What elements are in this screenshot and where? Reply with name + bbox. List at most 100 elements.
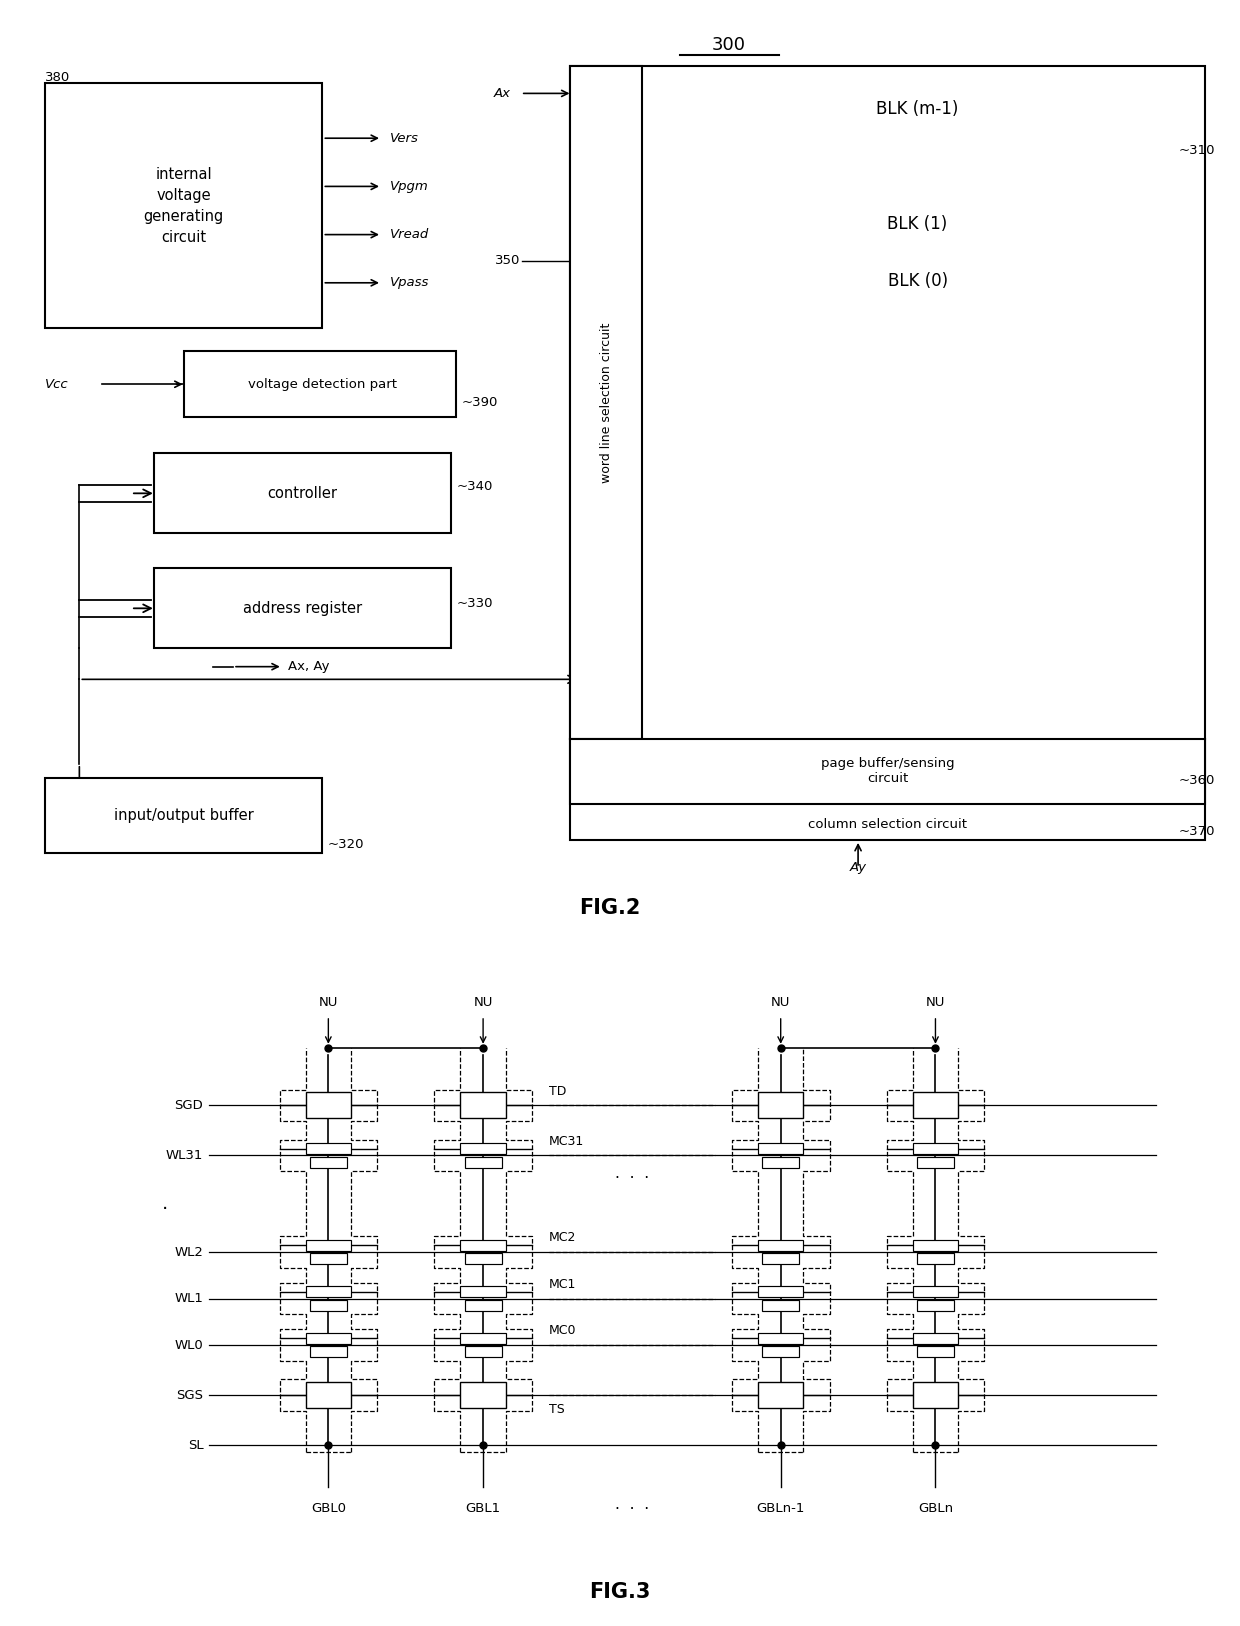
Bar <box>460 1333 506 1343</box>
Text: ~390: ~390 <box>461 395 497 408</box>
Text: MC31: MC31 <box>548 1135 584 1148</box>
Bar <box>306 1241 351 1250</box>
Text: MC2: MC2 <box>548 1231 575 1244</box>
Text: NU: NU <box>926 995 945 1008</box>
Text: GBLn-1: GBLn-1 <box>756 1502 805 1515</box>
Text: GBL0: GBL0 <box>311 1502 346 1515</box>
Text: TS: TS <box>548 1403 564 1416</box>
Text: WL2: WL2 <box>175 1246 203 1259</box>
Bar <box>465 1346 502 1358</box>
Bar <box>570 67 1205 841</box>
Bar <box>913 1143 959 1154</box>
Bar <box>306 1286 351 1298</box>
Bar <box>758 1382 804 1408</box>
Text: controller: controller <box>268 486 337 501</box>
Bar <box>758 1241 804 1250</box>
Text: .: . <box>161 1193 167 1213</box>
Text: Vers: Vers <box>389 132 419 145</box>
Bar <box>758 1333 804 1343</box>
Bar <box>916 1156 954 1167</box>
Bar <box>306 1143 351 1154</box>
Bar <box>916 1299 954 1311</box>
Bar <box>758 1143 804 1154</box>
Text: ·  ·  ·: · · · <box>615 1171 649 1187</box>
Bar <box>913 1333 959 1343</box>
Bar <box>763 1299 800 1311</box>
Bar <box>184 351 456 418</box>
Bar <box>465 1156 502 1167</box>
Text: BLK (1): BLK (1) <box>888 215 947 233</box>
Bar <box>306 1093 351 1119</box>
Text: page buffer/sensing
circuit: page buffer/sensing circuit <box>821 756 955 785</box>
Text: Vpass: Vpass <box>389 276 429 289</box>
Text: input/output buffer: input/output buffer <box>114 808 253 823</box>
Text: TD: TD <box>548 1085 565 1098</box>
Text: Vcc: Vcc <box>45 377 68 390</box>
Bar <box>913 1093 959 1119</box>
Bar <box>310 1299 347 1311</box>
Text: GBLn: GBLn <box>918 1502 954 1515</box>
Text: ~360: ~360 <box>1179 774 1215 787</box>
Bar <box>460 1382 506 1408</box>
Text: voltage detection part: voltage detection part <box>248 377 397 390</box>
Bar <box>763 1254 800 1263</box>
Text: word line selection circuit: word line selection circuit <box>600 322 613 483</box>
Text: WL1: WL1 <box>175 1293 203 1306</box>
Bar <box>45 779 322 852</box>
Text: 350: 350 <box>496 254 521 267</box>
Text: Vread: Vread <box>389 228 429 241</box>
Bar <box>460 1143 506 1154</box>
Text: SL: SL <box>187 1439 203 1452</box>
Bar <box>916 1346 954 1358</box>
Bar <box>306 1333 351 1343</box>
Text: ·  ·  ·: · · · <box>615 1502 649 1517</box>
Bar <box>306 1382 351 1408</box>
Text: Vpgm: Vpgm <box>389 180 429 193</box>
Bar <box>570 738 1205 803</box>
Bar <box>758 1093 804 1119</box>
Bar <box>763 1156 800 1167</box>
Bar <box>154 452 451 533</box>
Bar <box>465 1299 502 1311</box>
Bar <box>310 1156 347 1167</box>
Text: NU: NU <box>319 995 339 1008</box>
Text: FIG.3: FIG.3 <box>589 1582 651 1602</box>
Text: internal
voltage
generating
circuit: internal voltage generating circuit <box>144 167 223 246</box>
Text: FIG.2: FIG.2 <box>579 898 641 917</box>
Bar <box>913 1241 959 1250</box>
Text: Ax, Ay: Ax, Ay <box>288 660 329 673</box>
Bar <box>310 1254 347 1263</box>
Bar <box>460 1286 506 1298</box>
Bar <box>460 1093 506 1119</box>
Bar <box>913 1286 959 1298</box>
Bar <box>460 1241 506 1250</box>
Text: SGS: SGS <box>176 1389 203 1402</box>
Text: BLK (m-1): BLK (m-1) <box>877 99 959 117</box>
Text: 380: 380 <box>45 72 69 85</box>
Bar <box>45 83 322 328</box>
Text: GBL1: GBL1 <box>465 1502 501 1515</box>
Text: ~320: ~320 <box>327 837 363 850</box>
Bar <box>763 1346 800 1358</box>
Bar <box>310 1346 347 1358</box>
Text: Ay: Ay <box>849 862 867 875</box>
Bar <box>154 567 451 649</box>
Text: ~370: ~370 <box>1179 824 1215 837</box>
Bar <box>913 1382 959 1408</box>
Text: ~310: ~310 <box>1179 145 1215 158</box>
Text: WL31: WL31 <box>166 1150 203 1163</box>
Text: address register: address register <box>243 602 362 616</box>
Text: MC0: MC0 <box>548 1324 577 1337</box>
Text: Ax: Ax <box>494 86 511 99</box>
Text: SGD: SGD <box>175 1099 203 1112</box>
Bar <box>465 1254 502 1263</box>
Text: BLK (0): BLK (0) <box>888 272 947 289</box>
Text: ~340: ~340 <box>456 480 492 493</box>
Bar <box>570 67 642 738</box>
Bar <box>758 1286 804 1298</box>
Text: NU: NU <box>474 995 492 1008</box>
Text: MC1: MC1 <box>548 1278 575 1291</box>
Text: column selection circuit: column selection circuit <box>808 818 967 831</box>
Text: WL0: WL0 <box>175 1338 203 1351</box>
Bar <box>916 1254 954 1263</box>
